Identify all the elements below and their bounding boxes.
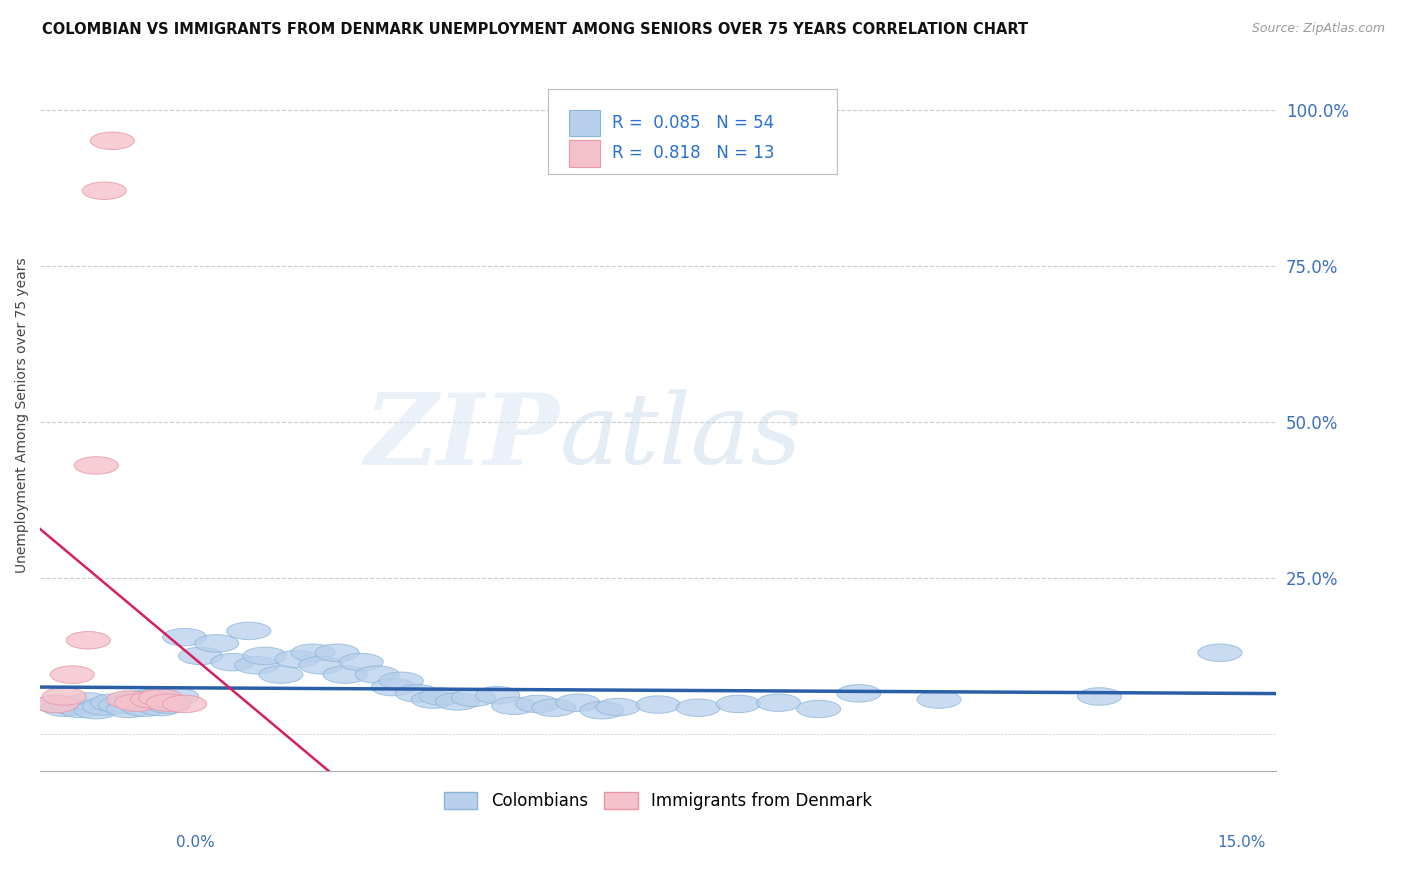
Ellipse shape xyxy=(676,699,720,716)
Ellipse shape xyxy=(579,701,624,719)
Ellipse shape xyxy=(34,695,79,713)
Ellipse shape xyxy=(66,693,110,710)
Ellipse shape xyxy=(138,689,183,706)
Ellipse shape xyxy=(107,690,150,708)
Ellipse shape xyxy=(58,700,103,718)
Ellipse shape xyxy=(531,699,576,716)
Ellipse shape xyxy=(75,701,118,719)
Ellipse shape xyxy=(339,653,384,671)
Ellipse shape xyxy=(146,694,191,712)
Text: ZIP: ZIP xyxy=(364,389,560,485)
Text: R =  0.085   N = 54: R = 0.085 N = 54 xyxy=(612,114,773,132)
Ellipse shape xyxy=(475,687,520,704)
Ellipse shape xyxy=(163,628,207,646)
Ellipse shape xyxy=(163,695,207,713)
Ellipse shape xyxy=(323,665,367,683)
Ellipse shape xyxy=(243,647,287,665)
Ellipse shape xyxy=(90,132,135,150)
Ellipse shape xyxy=(34,695,79,713)
Ellipse shape xyxy=(75,457,118,475)
Ellipse shape xyxy=(716,695,761,713)
Ellipse shape xyxy=(235,657,278,674)
Ellipse shape xyxy=(66,632,110,649)
Ellipse shape xyxy=(82,182,127,200)
Ellipse shape xyxy=(82,698,127,715)
Ellipse shape xyxy=(380,672,423,690)
Ellipse shape xyxy=(436,693,479,710)
Ellipse shape xyxy=(114,694,159,712)
Text: Source: ZipAtlas.com: Source: ZipAtlas.com xyxy=(1251,22,1385,36)
Ellipse shape xyxy=(42,699,86,716)
Ellipse shape xyxy=(1198,644,1241,662)
Ellipse shape xyxy=(179,647,222,665)
Ellipse shape xyxy=(90,694,135,712)
Ellipse shape xyxy=(138,698,183,715)
Text: COLOMBIAN VS IMMIGRANTS FROM DENMARK UNEMPLOYMENT AMONG SENIORS OVER 75 YEARS CO: COLOMBIAN VS IMMIGRANTS FROM DENMARK UNE… xyxy=(42,22,1028,37)
Ellipse shape xyxy=(131,689,174,706)
Ellipse shape xyxy=(1077,688,1122,706)
Ellipse shape xyxy=(194,634,239,652)
Ellipse shape xyxy=(114,690,159,708)
Ellipse shape xyxy=(636,696,681,714)
Ellipse shape xyxy=(291,644,335,662)
Y-axis label: Unemployment Among Seniors over 75 years: Unemployment Among Seniors over 75 years xyxy=(15,258,30,574)
Ellipse shape xyxy=(274,650,319,668)
Ellipse shape xyxy=(131,690,174,708)
Ellipse shape xyxy=(356,665,399,683)
Ellipse shape xyxy=(107,700,150,718)
Ellipse shape xyxy=(155,688,198,706)
Ellipse shape xyxy=(122,699,166,716)
Ellipse shape xyxy=(419,688,464,706)
Ellipse shape xyxy=(211,653,254,671)
Ellipse shape xyxy=(451,689,495,706)
Ellipse shape xyxy=(596,698,640,715)
Ellipse shape xyxy=(226,622,271,640)
Ellipse shape xyxy=(516,695,560,713)
Text: atlas: atlas xyxy=(560,389,801,484)
Ellipse shape xyxy=(98,697,142,714)
Text: 0.0%: 0.0% xyxy=(176,836,215,850)
Ellipse shape xyxy=(395,684,440,702)
Ellipse shape xyxy=(555,694,600,712)
Ellipse shape xyxy=(51,665,94,683)
Ellipse shape xyxy=(146,696,191,714)
Ellipse shape xyxy=(51,697,94,714)
Ellipse shape xyxy=(42,688,86,706)
Text: 15.0%: 15.0% xyxy=(1218,836,1265,850)
Ellipse shape xyxy=(797,700,841,718)
Legend: Colombians, Immigrants from Denmark: Colombians, Immigrants from Denmark xyxy=(437,785,879,816)
Ellipse shape xyxy=(259,665,302,683)
Ellipse shape xyxy=(917,690,962,708)
Ellipse shape xyxy=(492,697,536,714)
Ellipse shape xyxy=(371,678,415,696)
Ellipse shape xyxy=(412,690,456,708)
Ellipse shape xyxy=(299,657,343,674)
Ellipse shape xyxy=(315,644,359,662)
Ellipse shape xyxy=(837,684,880,702)
Ellipse shape xyxy=(756,694,800,712)
Text: R =  0.818   N = 13: R = 0.818 N = 13 xyxy=(612,145,775,162)
